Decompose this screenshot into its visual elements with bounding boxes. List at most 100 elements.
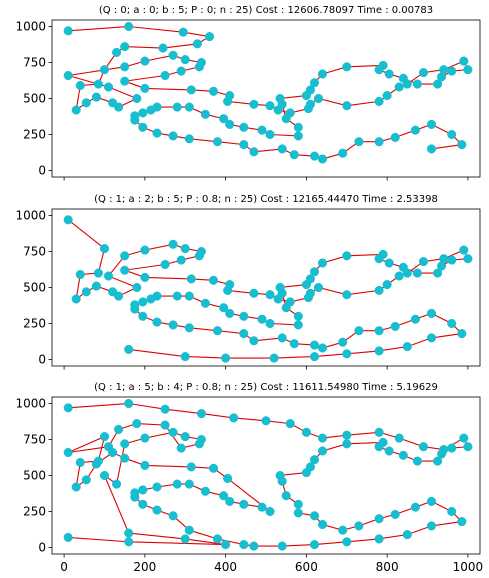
city-point: [277, 99, 287, 109]
city-point: [301, 280, 311, 290]
city-point: [186, 274, 196, 284]
city-point: [378, 437, 388, 447]
city-point: [99, 470, 110, 481]
city-point: [176, 255, 186, 265]
city-point: [277, 333, 287, 343]
city-point: [91, 281, 101, 291]
panel-title: (Q : 1; a : 2; b : 5; P : 0.8; n : 25) C…: [94, 194, 438, 205]
city-point: [120, 42, 130, 52]
city-point: [63, 447, 73, 458]
city-point: [269, 353, 279, 363]
city-point: [239, 540, 249, 550]
city-point: [120, 265, 130, 275]
city-point: [219, 303, 229, 313]
city-point: [184, 102, 194, 112]
city-point: [354, 521, 364, 531]
city-point: [398, 73, 408, 83]
y-tick-label: 750: [23, 432, 46, 446]
city-point: [208, 275, 219, 285]
city-point: [313, 93, 324, 104]
city-point: [81, 287, 91, 297]
city-point: [317, 69, 328, 79]
city-point: [412, 79, 422, 89]
city-point: [130, 115, 140, 125]
city-point: [382, 280, 392, 290]
route-line: [67, 219, 469, 359]
city-point: [112, 479, 122, 489]
city-point: [433, 79, 443, 89]
city-point: [459, 433, 469, 443]
city-point: [437, 72, 447, 82]
city-point: [200, 298, 210, 308]
city-point: [225, 496, 235, 506]
city-point: [208, 463, 219, 473]
city-point: [447, 443, 457, 453]
city-point: [229, 413, 239, 423]
y-tick-label: 500: [23, 469, 46, 483]
city-point: [317, 258, 328, 268]
city-point: [342, 439, 352, 449]
city-point: [277, 288, 287, 298]
city-point: [172, 479, 182, 489]
city-point: [378, 60, 388, 70]
city-point: [426, 119, 437, 129]
city-point: [120, 453, 130, 463]
city-point: [447, 66, 457, 76]
city-point: [194, 251, 204, 261]
city-point: [374, 534, 384, 544]
city-point: [132, 282, 142, 293]
city-point: [146, 105, 156, 115]
city-point: [281, 303, 291, 313]
city-point: [249, 99, 259, 109]
city-point: [225, 308, 235, 318]
city-point: [390, 132, 400, 142]
x-tick-label: 0: [60, 560, 68, 574]
city-point: [412, 268, 422, 278]
city-point: [71, 482, 81, 492]
city-point: [184, 134, 194, 144]
city-point: [249, 541, 259, 551]
city-point: [239, 140, 249, 150]
city-point: [239, 329, 249, 339]
city-point: [200, 486, 210, 496]
city-point: [374, 427, 384, 437]
city-point: [212, 326, 223, 336]
city-point: [132, 419, 142, 429]
y-tick-label: 750: [23, 244, 46, 258]
axes-frame: [51, 19, 481, 178]
plot-panel-2: (Q : 1; a : 2; b : 5; P : 0.8; n : 25) C…: [15, 194, 481, 370]
city-point: [447, 318, 457, 329]
city-point: [93, 79, 103, 89]
city-point: [81, 475, 91, 485]
city-point: [285, 419, 295, 429]
city-point: [223, 473, 233, 483]
city-point: [160, 259, 170, 270]
city-point: [305, 288, 315, 298]
city-point: [277, 144, 287, 154]
city-point: [138, 108, 148, 118]
city-point: [463, 254, 473, 264]
city-point: [374, 326, 384, 336]
city-point: [140, 56, 150, 66]
city-point: [305, 99, 315, 109]
city-point: [124, 398, 134, 409]
city-point: [112, 47, 122, 57]
city-point: [447, 255, 457, 265]
city-point: [71, 294, 81, 304]
x-tick-label: 200: [133, 560, 156, 574]
city-point: [180, 55, 190, 65]
city-point: [124, 528, 134, 538]
city-point: [152, 505, 162, 515]
city-point: [140, 245, 150, 255]
city-point: [152, 482, 162, 492]
city-point: [249, 147, 259, 157]
city-point: [124, 537, 134, 547]
city-point: [433, 268, 443, 278]
city-point: [374, 346, 384, 356]
city-point: [223, 96, 233, 106]
city-point: [378, 249, 388, 259]
city-point: [184, 291, 194, 301]
city-point: [225, 119, 235, 129]
city-point: [317, 154, 328, 164]
city-point: [249, 336, 259, 346]
